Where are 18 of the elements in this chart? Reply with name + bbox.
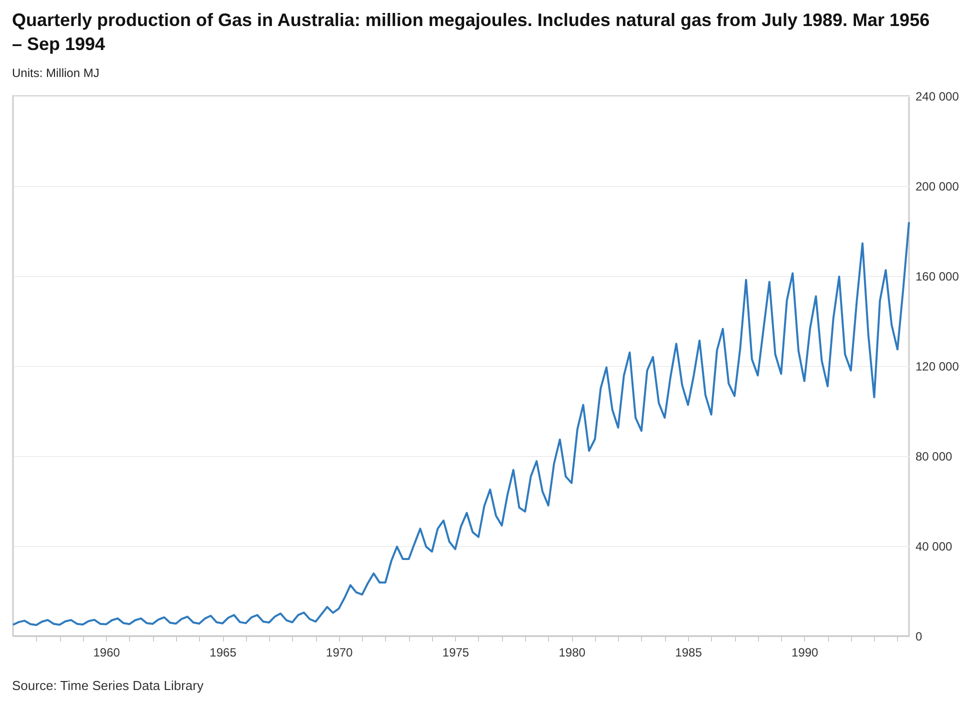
chart-subtitle: Units: Million MJ xyxy=(11,65,100,80)
source-note: Source: Time Series Data Library xyxy=(11,678,204,693)
y-tick-label: 200 000 xyxy=(916,180,960,194)
chart-title: Quarterly production of Gas in Australia: million megajoules. Includes natural gas from July 1989. Mar 1956 – Sep 1994 xyxy=(11,9,931,56)
y-tick-label: 0 xyxy=(916,630,922,644)
x-tick-label: 1980 xyxy=(558,646,586,660)
y-tick-label: 160 000 xyxy=(916,270,960,284)
x-tick-label: 1965 xyxy=(210,646,237,660)
y-tick-label: 120 000 xyxy=(916,360,960,374)
x-tick-label: 1985 xyxy=(675,646,702,660)
y-tick-label: 240 000 xyxy=(916,90,960,104)
x-tick-label: 1975 xyxy=(442,646,470,660)
line-series xyxy=(12,221,910,626)
x-tick-label: 1960 xyxy=(93,646,120,660)
x-tick-label: 1990 xyxy=(792,646,819,660)
x-tick-label: 1970 xyxy=(326,646,354,660)
y-tick-label: 40 000 xyxy=(916,540,953,554)
y-tick-label: 80 000 xyxy=(916,450,953,464)
